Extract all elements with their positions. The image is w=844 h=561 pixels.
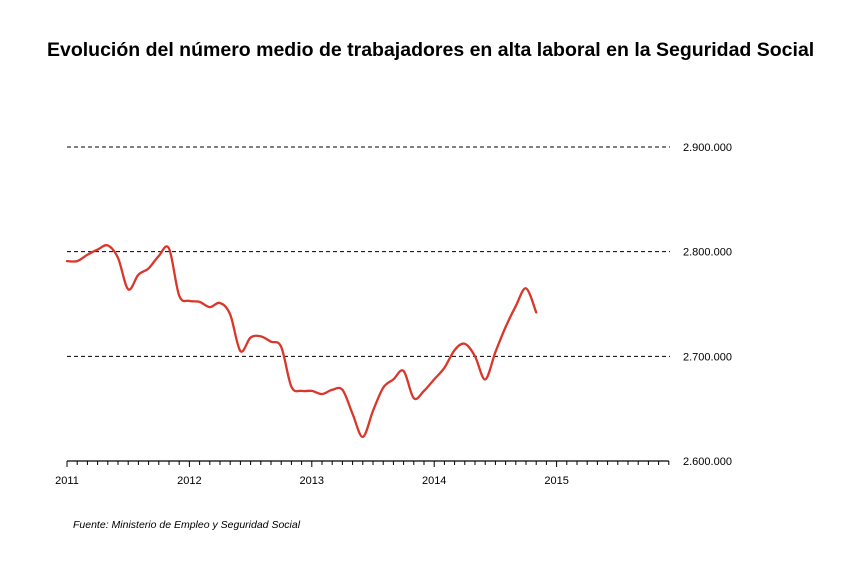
y-tick-label: 2.700.000	[683, 351, 732, 363]
gridlines	[67, 146, 670, 357]
x-tick-label: 2013	[300, 475, 324, 487]
x-tick-label: 2011	[55, 475, 79, 487]
y-axis-labels: 2.600.000 2.700.000 2.800.000 2.900.000	[683, 142, 732, 468]
y-tick-label: 2.600.000	[683, 456, 732, 468]
x-axis	[66, 460, 670, 467]
y-tick-label: 2.900.000	[683, 142, 732, 154]
x-tick-label: 2014	[422, 475, 446, 487]
series-line-0	[65, 243, 538, 439]
x-tick-label: 2015	[544, 475, 568, 487]
x-axis-labels: 2011 2012 2013 2014 2015	[55, 475, 569, 487]
series-lines	[65, 243, 538, 439]
source-note: Fuente: Ministerio de Empleo y Seguridad…	[73, 519, 301, 531]
x-tick-label: 2012	[177, 475, 201, 487]
chart-title: Evolución del número medio de trabajador…	[47, 39, 815, 61]
y-tick-label: 2.800.000	[683, 247, 732, 259]
